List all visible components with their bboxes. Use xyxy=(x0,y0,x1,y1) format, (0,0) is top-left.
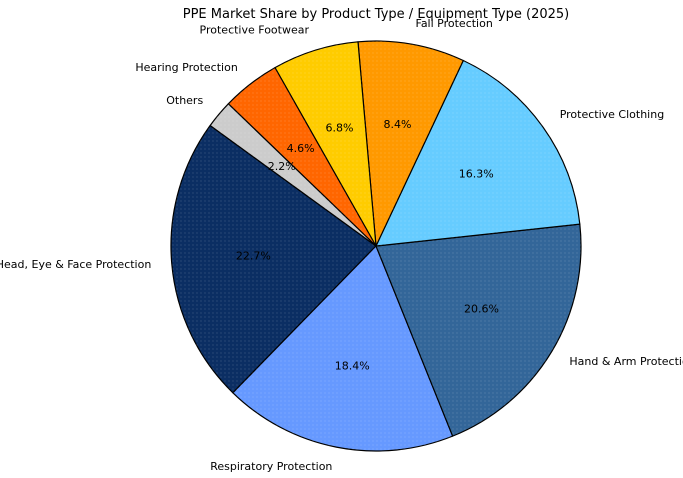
slice-value-fall-protection: 8.4% xyxy=(384,118,412,131)
slice-label-head-eye-and-face-protection: Head, Eye & Face Protection xyxy=(0,258,151,271)
slice-labels: Head, Eye & Face Protection 22.7% Respirat… xyxy=(0,17,683,473)
slice-label-respiratory-protection: Respiratory Protection xyxy=(210,460,332,473)
chart-title: PPE Market Share by Product Type / Equip… xyxy=(183,7,569,22)
slice-label-protective-footwear: Protective Footwear xyxy=(200,24,310,37)
slice-texture-hearing-protection xyxy=(228,67,376,246)
slice-value-protective-footwear: 6.8% xyxy=(326,122,354,135)
slice-texture-others xyxy=(210,103,376,246)
slice-texture-protective-clothing xyxy=(376,60,580,247)
slice-texture-respiratory-protection xyxy=(232,246,453,452)
slice-label-hearing-protection: Hearing Protection xyxy=(135,61,237,74)
slice-value-protective-clothing: 16.3% xyxy=(459,168,494,181)
slice-value-respiratory-protection: 18.4% xyxy=(335,360,370,373)
slice-texture-hand-and-arm-protection xyxy=(376,224,581,437)
slice-value-others: 2.2% xyxy=(268,160,296,173)
slice-texture-protective-footwear xyxy=(274,41,376,246)
slice-label-others: Others xyxy=(166,94,203,107)
slice-label-hand-and-arm-protection: Hand & Arm Protection xyxy=(569,355,683,368)
slice-value-hand-and-arm-protection: 20.6% xyxy=(464,302,499,315)
slice-value-hearing-protection: 4.6% xyxy=(287,142,315,155)
slice-texture-fall-protection xyxy=(357,40,464,247)
slice-label-fall-protection: Fall Protection xyxy=(416,17,493,30)
slice-value-head-eye-and-face-protection: 22.7% xyxy=(236,249,271,262)
slice-texture-head-eye-and-face-protection xyxy=(170,125,376,393)
slice-label-protective-clothing: Protective Clothing xyxy=(560,108,664,121)
pie-slices xyxy=(170,40,582,452)
